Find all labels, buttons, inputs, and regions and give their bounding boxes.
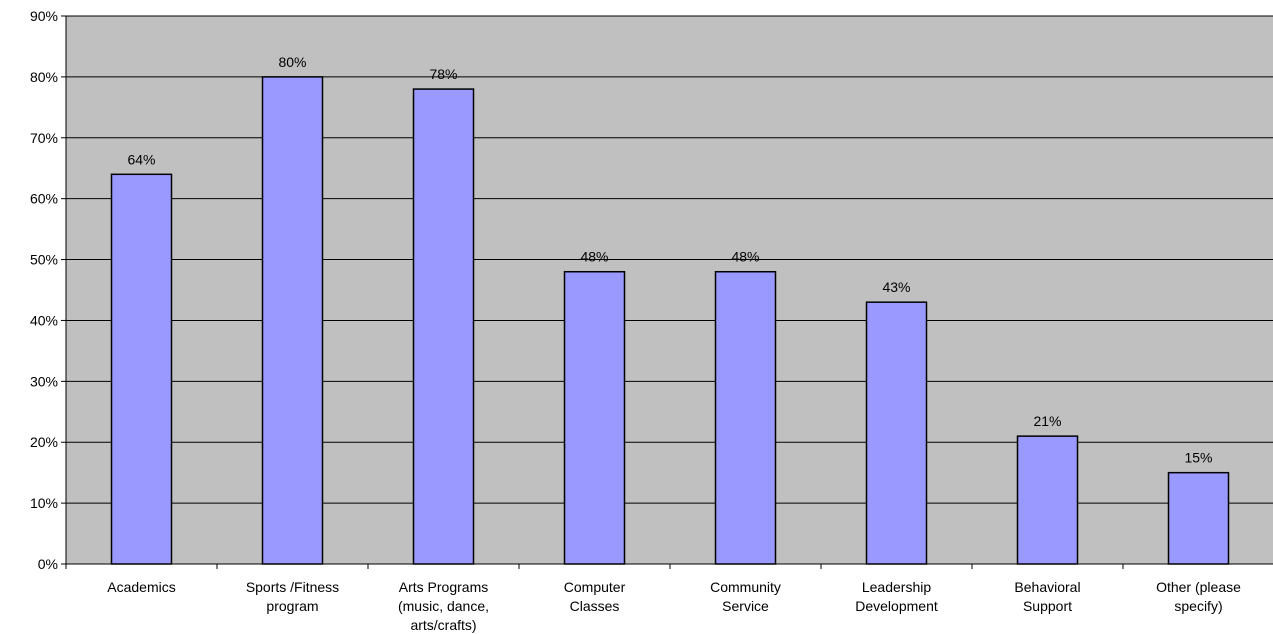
bar [110,173,173,565]
bar [1016,435,1079,565]
data-label: 64% [127,151,155,167]
x-category-label: Other (please specify) [1156,579,1241,614]
bar [563,270,626,565]
plot-area [66,16,1273,564]
data-label: 48% [580,249,608,265]
data-labels: 64% 80% 78% 48% 48% 43% 21% 15% [127,54,1212,466]
y-tick-label: 70% [30,130,58,146]
y-tick-label: 90% [30,8,58,24]
x-category-label: Leadership Development [855,579,938,614]
x-axis: Academics Sports /Fitness program Arts Prog… [65,563,1273,633]
bar [714,270,777,565]
y-tick-label: 0% [38,556,58,572]
x-category-label: Arts Programs (music, dance, arts/crafts) [398,579,489,633]
y-tick-label: 50% [30,252,58,268]
x-category-label: Sports /Fitness program [246,579,339,614]
bar [412,88,475,565]
data-label: 43% [882,279,910,295]
y-tick-label: 10% [30,495,58,511]
data-label: 80% [278,54,306,70]
data-label: 78% [429,66,457,82]
data-label: 21% [1033,413,1061,429]
y-axis: 0% 10% 20% 30% 40% 50% 60% 70% 80% 90% [30,8,67,572]
y-tick-label: 30% [30,373,58,389]
x-category-label: Behavioral Support [1014,579,1080,614]
y-tick-label: 60% [30,191,58,207]
x-category-label: Community Service [710,579,781,614]
bar [261,76,324,565]
x-category-label: Academics [107,579,175,595]
data-label: 15% [1184,450,1212,466]
y-tick-label: 20% [30,434,58,450]
bars [110,76,1230,565]
bar [865,301,928,565]
y-tick-label: 40% [30,312,58,328]
x-category-label: Computer Classes [564,579,626,614]
bar [1167,471,1230,565]
y-tick-label: 80% [30,69,58,85]
data-label: 48% [731,249,759,265]
